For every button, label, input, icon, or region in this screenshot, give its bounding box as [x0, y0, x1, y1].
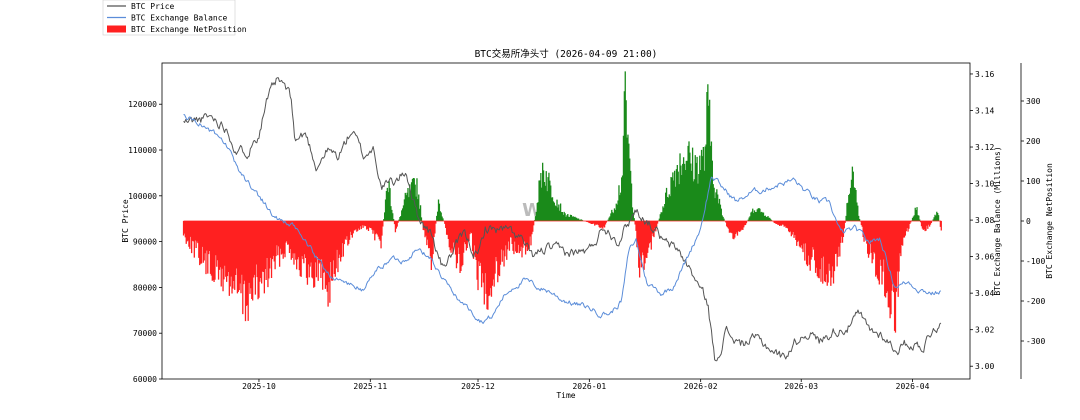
- x-tick-label-2: 2025-12: [461, 382, 495, 391]
- balance-tick-label-5: 3.10: [975, 180, 994, 189]
- balance-tick-label-0: 3.00: [975, 362, 994, 371]
- x-tick-label-1: 2025-11: [353, 382, 387, 391]
- netposition-tick-label-6: 300: [1026, 97, 1041, 106]
- x-tick-label-4: 2026-02: [684, 382, 718, 391]
- y-axis-balance-label: BTC Exchange Balance (Millions): [993, 146, 1002, 295]
- netposition-tick-label-5: 200: [1026, 137, 1041, 146]
- netposition-positive-bars: [383, 71, 940, 221]
- x-tick-label-3: 2026-01: [572, 382, 606, 391]
- legend-label-0: BTC Price: [131, 2, 175, 11]
- price-tick-label-6: 120000: [128, 100, 157, 109]
- price-tick-label-4: 100000: [128, 192, 157, 201]
- price-tick-label-2: 80000: [133, 283, 157, 292]
- price-line-layer: [183, 77, 942, 362]
- netposition-tick-label-0: -300: [1026, 337, 1045, 346]
- netposition-area: [182, 71, 942, 333]
- balance-tick-label-4: 3.08: [975, 216, 994, 225]
- x-tick-label-6: 2026-04: [896, 382, 930, 391]
- balance-line-layer: [183, 114, 942, 324]
- legend-label-1: BTC Exchange Balance: [131, 14, 228, 23]
- y-axis-netposition: -300 -200 -100 0 100 200 300: [1021, 97, 1045, 346]
- legend-swatch-2: [107, 25, 126, 33]
- balance-tick-label-7: 3.14: [975, 106, 994, 115]
- balance-tick-label-3: 3.06: [975, 253, 994, 262]
- netposition-negative-bars: [182, 221, 942, 333]
- y-axis-balance: 3.00 3.02 3.04 3.06 3.08 3.10 3.12 3.14 3.16: [970, 70, 994, 371]
- y-axis-netposition-label: BTC Exchange NetPosition: [1045, 163, 1054, 279]
- netposition-tick-label-4: 100: [1026, 177, 1041, 186]
- price-tick-label-3: 90000: [133, 238, 157, 247]
- chart-title: BTC交易所净头寸 (2026-04-09 21:00): [475, 48, 658, 60]
- balance-tick-label-8: 3.16: [975, 70, 994, 79]
- balance-line: [183, 114, 942, 324]
- x-tick-label-5: 2026-03: [784, 382, 818, 391]
- balance-tick-label-1: 3.02: [975, 326, 994, 335]
- x-tick-label-0: 2025-10: [242, 382, 276, 391]
- netposition-tick-label-3: 0: [1026, 217, 1031, 226]
- price-tick-label-0: 60000: [133, 375, 157, 384]
- x-axis: 2025-10 2025-11 2025-12 2026-01 2026-02 2026-…: [242, 379, 930, 391]
- plot-frame: [161, 62, 971, 380]
- x-axis-label: Time: [556, 391, 575, 400]
- balance-tick-label-6: 3.12: [975, 143, 994, 152]
- balance-tick-label-2: 3.04: [975, 289, 994, 298]
- netposition-tick-label-1: -200: [1026, 297, 1045, 306]
- legend-label-2: BTC Exchange NetPosition: [131, 25, 247, 34]
- legend: BTC Price BTC Exchange Balance BTC Exchang…: [102, 0, 247, 36]
- price-tick-label-5: 110000: [128, 146, 157, 155]
- price-line: [183, 77, 942, 362]
- netposition-tick-label-2: -100: [1026, 257, 1045, 266]
- y-axis-price-label: BTC Price: [121, 199, 130, 243]
- y-axis-price: 60000 70000 80000 90000 100000 110000 120000: [128, 100, 162, 384]
- price-tick-label-1: 70000: [133, 329, 157, 338]
